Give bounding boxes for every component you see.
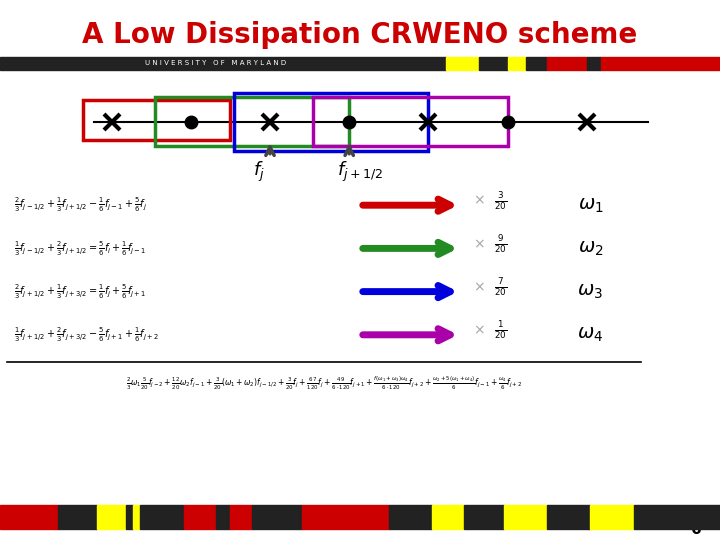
Bar (140, 505, 184, 529)
Text: $f_{j+1/2}$: $f_{j+1/2}$ (337, 159, 383, 184)
Text: $\frac{1}{3}f_{j-1/2}+\frac{2}{3}f_{j+1/2}=\frac{5}{6}f_i+\frac{1}{6}f_{j-1}$: $\frac{1}{3}f_{j-1/2}+\frac{2}{3}f_{j+1/… (14, 239, 147, 258)
Bar (133, 505, 140, 529)
Bar (252, 505, 302, 529)
Bar (547, 57, 587, 70)
Bar (234, 93, 428, 151)
Text: $\times$: $\times$ (473, 237, 485, 251)
Bar (389, 505, 432, 529)
Text: $\omega_2$: $\omega_2$ (577, 239, 603, 258)
Text: $\frac{7}{20}$: $\frac{7}{20}$ (494, 276, 507, 298)
Bar (302, 505, 389, 529)
Bar (590, 505, 634, 529)
Text: $\times$: $\times$ (473, 280, 485, 294)
Text: $\omega_1$: $\omega_1$ (577, 195, 603, 215)
Text: $\omega_4$: $\omega_4$ (577, 325, 603, 345)
Bar (446, 57, 479, 70)
Text: $\frac{1}{20}$: $\frac{1}{20}$ (494, 320, 507, 341)
Bar (58, 505, 97, 529)
Text: $\omega_3$: $\omega_3$ (577, 282, 603, 301)
Text: U N I V E R S I T Y   O F   M A R Y L A N D: U N I V E R S I T Y O F M A R Y L A N D (145, 60, 287, 66)
Bar (0, 505, 58, 529)
Text: $\times$: $\times$ (473, 194, 485, 208)
Text: $\frac{2}{3}f_{j-1/2}+\frac{1}{3}f_{j+1/2}-\frac{1}{6}f_{j-1}+\frac{5}{6}f_j$: $\frac{2}{3}f_{j-1/2}+\frac{1}{3}f_{j+1/… (14, 196, 148, 214)
Bar (230, 505, 252, 529)
Bar (0, 57, 446, 70)
Text: $f_j$: $f_j$ (253, 159, 265, 184)
Text: $\frac{2}{3}\omega_1\frac{5}{20}f_{j-2}+\frac{12}{20}\omega_2 f_{j-1}+\frac{3}{2: $\frac{2}{3}\omega_1\frac{5}{20}f_{j-2}+… (126, 375, 522, 392)
Bar (464, 505, 504, 529)
Bar (587, 57, 601, 70)
Bar (432, 505, 464, 529)
Bar (634, 505, 720, 529)
Text: A Low Dissipation CRWENO scheme: A Low Dissipation CRWENO scheme (82, 21, 638, 49)
Bar (504, 505, 547, 529)
Text: $\times$: $\times$ (473, 323, 485, 338)
Bar (83, 100, 230, 140)
Bar (526, 57, 547, 70)
Bar (479, 57, 508, 70)
Bar (547, 505, 590, 529)
Bar (97, 505, 126, 529)
Bar (216, 505, 230, 529)
Bar (508, 57, 526, 70)
Text: 6: 6 (691, 522, 702, 537)
Text: $\frac{3}{20}$: $\frac{3}{20}$ (494, 190, 507, 212)
Bar (155, 97, 349, 146)
Text: $\frac{9}{20}$: $\frac{9}{20}$ (494, 233, 507, 255)
Bar (126, 505, 133, 529)
Bar (313, 97, 508, 146)
Text: $\frac{1}{3}f_{j+1/2}+\frac{2}{3}f_{j+3/2}-\frac{5}{6}f_{j+1}+\frac{1}{6}f_{j+2}: $\frac{1}{3}f_{j+1/2}+\frac{2}{3}f_{j+3/… (14, 326, 160, 344)
Bar (184, 505, 216, 529)
Text: $\frac{2}{3}f_{j+1/2}+\frac{1}{3}f_{j+3/2}=\frac{1}{6}f_j+\frac{5}{6}f_{j+1}$: $\frac{2}{3}f_{j+1/2}+\frac{1}{3}f_{j+3/… (14, 282, 147, 301)
Bar (601, 57, 720, 70)
